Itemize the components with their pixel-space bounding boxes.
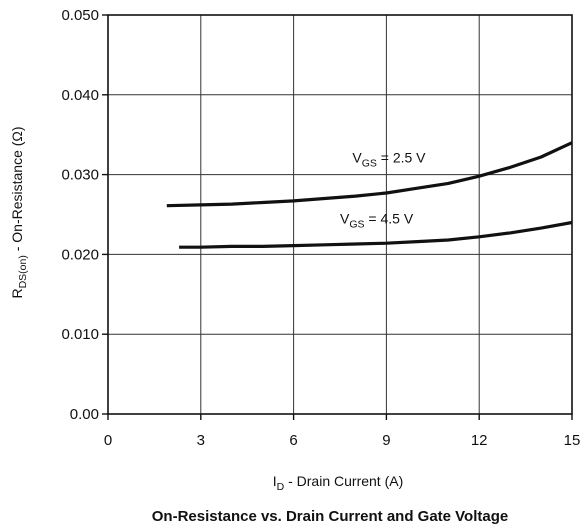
x-axis-label-main: I (273, 473, 277, 489)
y-tick-label-0.05: 0.050 (61, 7, 99, 24)
ann-vgs25-v: V (352, 150, 362, 166)
grid (108, 15, 572, 414)
y-tick-label-0: 0.00 (70, 406, 99, 423)
series-line-vgs45 (179, 220, 573, 249)
ann-vgs45: VGS = 4.5 V (340, 210, 414, 230)
y-tick-label-0.02: 0.020 (61, 246, 99, 263)
x-axis-label: ID - Drain Current (A) (273, 473, 404, 493)
y-axis-label-rest: - On-Resistance (Ω) (9, 126, 25, 255)
ann-vgs45-v: V (340, 210, 350, 226)
x-tick-label-3: 3 (197, 432, 205, 449)
x-axis-label-sub: D (277, 481, 285, 493)
y-axis-label-main: R (9, 288, 25, 298)
plot-frame (107, 14, 573, 415)
y-axis-label-sub: DS(on) (17, 255, 29, 288)
ann-vgs45-sub: GS (349, 218, 364, 230)
x-tick-label-15: 15 (564, 432, 581, 449)
ann-vgs25-sub: GS (362, 158, 377, 170)
ann-vgs25: VGS = 2.5 V (352, 150, 426, 170)
y-tick-label-0.01: 0.010 (61, 326, 99, 343)
x-axis-label-rest: - Drain Current (A) (284, 473, 403, 489)
x-ticks: 0 3 6 9 12 15 (104, 414, 581, 449)
chart-title: On-Resistance vs. Drain Current and Gate… (152, 508, 508, 525)
series-line-vgs25 (166, 141, 573, 208)
series-group (166, 141, 573, 249)
x-tick-label-9: 9 (382, 432, 390, 449)
x-tick-label-12: 12 (471, 432, 488, 449)
x-tick-label-0: 0 (104, 432, 112, 449)
y-tick-label-0.04: 0.040 (61, 87, 99, 104)
ann-vgs45-value: = 4.5 V (365, 210, 414, 226)
ann-vgs25-value: = 2.5 V (377, 150, 426, 166)
y-axis-label: RDS(on) - On-Resistance (Ω) (9, 126, 29, 298)
y-tick-label-0.03: 0.030 (61, 167, 99, 184)
x-tick-label-6: 6 (289, 432, 297, 449)
y-ticks: 0.00 0.010 0.020 0.030 0.040 0.050 (61, 7, 108, 423)
